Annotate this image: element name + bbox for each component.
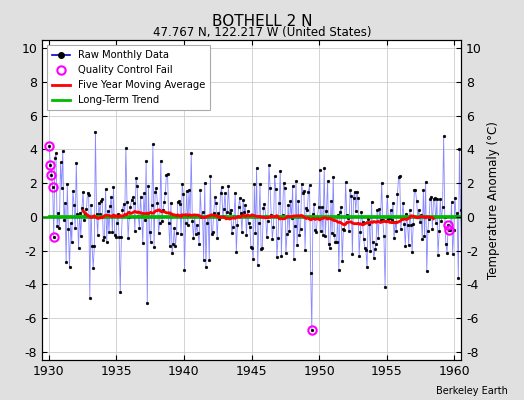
Y-axis label: Temperature Anomaly (°C): Temperature Anomaly (°C) [487,121,500,279]
Text: BOTHELL 2 N: BOTHELL 2 N [212,14,312,29]
Text: 47.767 N, 122.217 W (United States): 47.767 N, 122.217 W (United States) [153,26,371,39]
Legend: Raw Monthly Data, Quality Control Fail, Five Year Moving Average, Long-Term Tren: Raw Monthly Data, Quality Control Fail, … [47,45,210,110]
Text: Berkeley Earth: Berkeley Earth [436,386,508,396]
